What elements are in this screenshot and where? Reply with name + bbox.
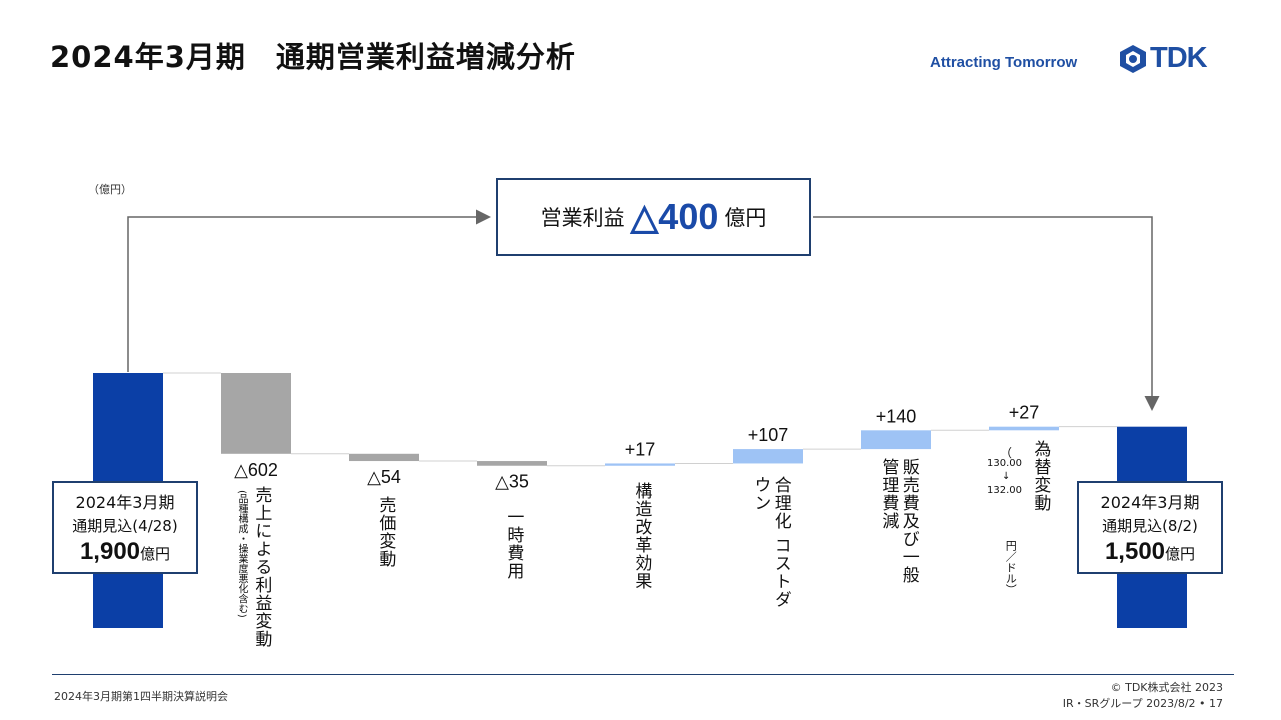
start-box-line1: 2024年3月期 <box>75 493 175 512</box>
tdk-logo-icon <box>1120 44 1146 73</box>
footer-event: 2024年3月期第1四半期決算説明会 <box>54 690 228 703</box>
fx-to: 132.00 <box>987 485 1022 496</box>
start-box-value: 1,900 <box>79 538 141 565</box>
brand-tagline: Attracting Tomorrow <box>930 54 1078 71</box>
category-label-onetime: 一時費用 <box>503 508 524 580</box>
bar-change <box>861 430 931 450</box>
category-label-sales: 売上による利益変動 <box>251 486 272 648</box>
category-note-sales: (品種構成・操業度悪化含む) <box>236 490 247 618</box>
bar-value-label: △35 <box>495 472 529 492</box>
start-value-box: 2024年3月期 通期見込(4/28) 1,900億円 <box>52 481 198 574</box>
callout-value: △400 <box>630 196 719 237</box>
end-box-line2: 通期見込(8/2) <box>1102 517 1198 535</box>
category-label-restructuring: 構造改革効果 <box>631 482 652 590</box>
bar-change <box>733 449 803 464</box>
category-label-costdown: 合理化 コストダウン <box>750 476 791 609</box>
bar-value-label: +107 <box>748 425 789 445</box>
category-label-price: 売価変動 <box>375 496 396 568</box>
bar-value-label: +140 <box>876 406 917 426</box>
fx-arrow: ↓ <box>1002 471 1011 482</box>
fx-paren: （ <box>1000 446 1013 460</box>
start-box-line2: 通期見込(4/28) <box>72 517 178 535</box>
bar-value-label: △54 <box>367 467 401 487</box>
callout-unit: 億円 <box>724 206 767 230</box>
bar-change <box>477 461 547 466</box>
bar-change <box>349 453 419 462</box>
end-value-box: 2024年3月期 通期見込(8/2) 1,500億円 <box>1077 481 1223 574</box>
bar-change <box>605 463 675 466</box>
end-box-value: 1,500 <box>1104 538 1166 565</box>
end-box-unit: 億円 <box>1165 545 1196 563</box>
bar-value-label: +27 <box>1009 403 1040 423</box>
unit-label: （億円） <box>88 183 132 196</box>
total-change-callout: 営業利益 △400 億円 <box>496 178 811 256</box>
bar-value-label: +17 <box>625 439 656 459</box>
bar-change <box>989 426 1059 431</box>
page-title: 2024年3月期 通期営業利益増減分析 <box>50 40 576 74</box>
start-box-unit: 億円 <box>140 545 171 563</box>
category-label-fx: 為替変動 <box>1030 440 1051 512</box>
footer-page: IR・SRグループ 2023/8/2 • 17 <box>1062 696 1223 710</box>
footer-divider <box>52 674 1234 675</box>
bar-value-label: △602 <box>234 460 278 480</box>
callout-label: 営業利益 <box>540 206 625 230</box>
end-box-line1: 2024年3月期 <box>1100 493 1200 512</box>
tdk-logo: TDK <box>1118 42 1208 75</box>
right-arrow-line <box>813 216 1160 411</box>
logo-text: TDK <box>1150 42 1208 74</box>
fx-from: 130.00 <box>987 458 1022 469</box>
bar-change <box>221 373 291 454</box>
footer-copyright: © TDK株式会社 2023 <box>1110 681 1223 694</box>
fx-unit: 円／ドル） <box>1004 540 1018 595</box>
left-arrow-line <box>127 209 491 372</box>
footer-meta: © TDK株式会社 2023 IR・SRグループ 2023/8/2 • 17 <box>1063 680 1223 712</box>
category-label-sga: 販売費及び一般管理費減 <box>878 458 919 584</box>
